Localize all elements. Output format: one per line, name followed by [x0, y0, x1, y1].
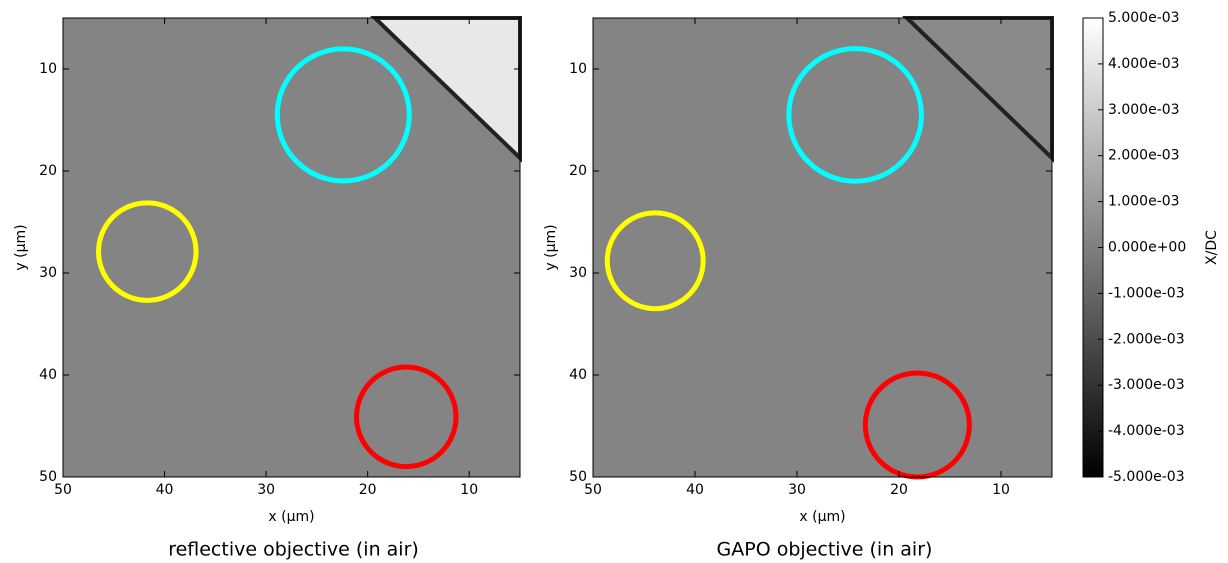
x-tick-label: 20 [359, 482, 377, 498]
plot-frame [592, 17, 1053, 478]
y-tick-label: 20 [39, 163, 57, 179]
x-tick-label: 40 [686, 482, 704, 498]
x-tick-label: 50 [584, 482, 602, 498]
caption: reflective objective (in air) [168, 539, 419, 561]
x-axis-label: x (µm) [268, 509, 314, 525]
colorbar-tick-label: 1.000e-03 [1108, 194, 1180, 210]
y-tick-label: 50 [569, 469, 587, 485]
x-tick-label: 50 [54, 482, 72, 498]
y-tick-label: 30 [569, 265, 587, 281]
colorbar-tick-label: -4.000e-03 [1108, 423, 1185, 439]
image [63, 18, 520, 477]
x-tick-label: 30 [788, 482, 806, 498]
colorbar-tick-label: -3.000e-03 [1108, 377, 1185, 393]
y-tick-label: 50 [39, 469, 57, 485]
annotation-circle [353, 364, 459, 470]
y-tick-label: 10 [569, 61, 587, 77]
colorbar-tick-label: 0.000e+00 [1108, 240, 1186, 256]
y-axis-label: y (µm) [13, 224, 29, 270]
y-tick-label: 30 [39, 265, 57, 281]
plot-frame [62, 17, 521, 478]
annotation-circle [786, 46, 924, 184]
x-axis-label: x (µm) [799, 509, 845, 525]
annotation-circle [604, 210, 706, 312]
panel: 50 40 30 20 10 10 20 30 40 50 x (µm) y (µm) GAPO obj… [543, 16, 1054, 561]
y-tick-label: 20 [569, 163, 587, 179]
colorbar-tick-label: 2.000e-03 [1108, 148, 1180, 164]
x-tick-label: 20 [890, 482, 908, 498]
colorbar-tick-label: -1.000e-03 [1108, 285, 1185, 301]
colorbar-label: X/DC [1204, 230, 1220, 265]
annotation-circle [96, 200, 199, 303]
y-tick-label: 40 [39, 367, 57, 383]
y-tick-label: 40 [569, 367, 587, 383]
colorbar-tick-label: 4.000e-03 [1108, 56, 1180, 72]
annotation-circle [274, 46, 412, 184]
colorbar-tick-label: 3.000e-03 [1108, 102, 1180, 118]
x-tick-label: 10 [992, 482, 1010, 498]
x-tick-label: 10 [460, 482, 478, 498]
colorbar-tick-label: 5.000e-03 [1108, 10, 1180, 26]
x-tick-label: 40 [156, 482, 174, 498]
panel: 50 40 30 20 10 10 20 30 40 50 x (µm) y (µm) reflecti… [13, 16, 522, 561]
y-axis-label: y (µm) [543, 224, 559, 270]
colorbar-tick-label: -5.000e-03 [1108, 469, 1185, 485]
caption: GAPO objective (in air) [717, 539, 933, 561]
colorbar-tick-label: -2.000e-03 [1108, 331, 1185, 347]
image [593, 18, 1052, 477]
y-tick-label: 10 [39, 61, 57, 77]
x-tick-label: 30 [257, 482, 275, 498]
